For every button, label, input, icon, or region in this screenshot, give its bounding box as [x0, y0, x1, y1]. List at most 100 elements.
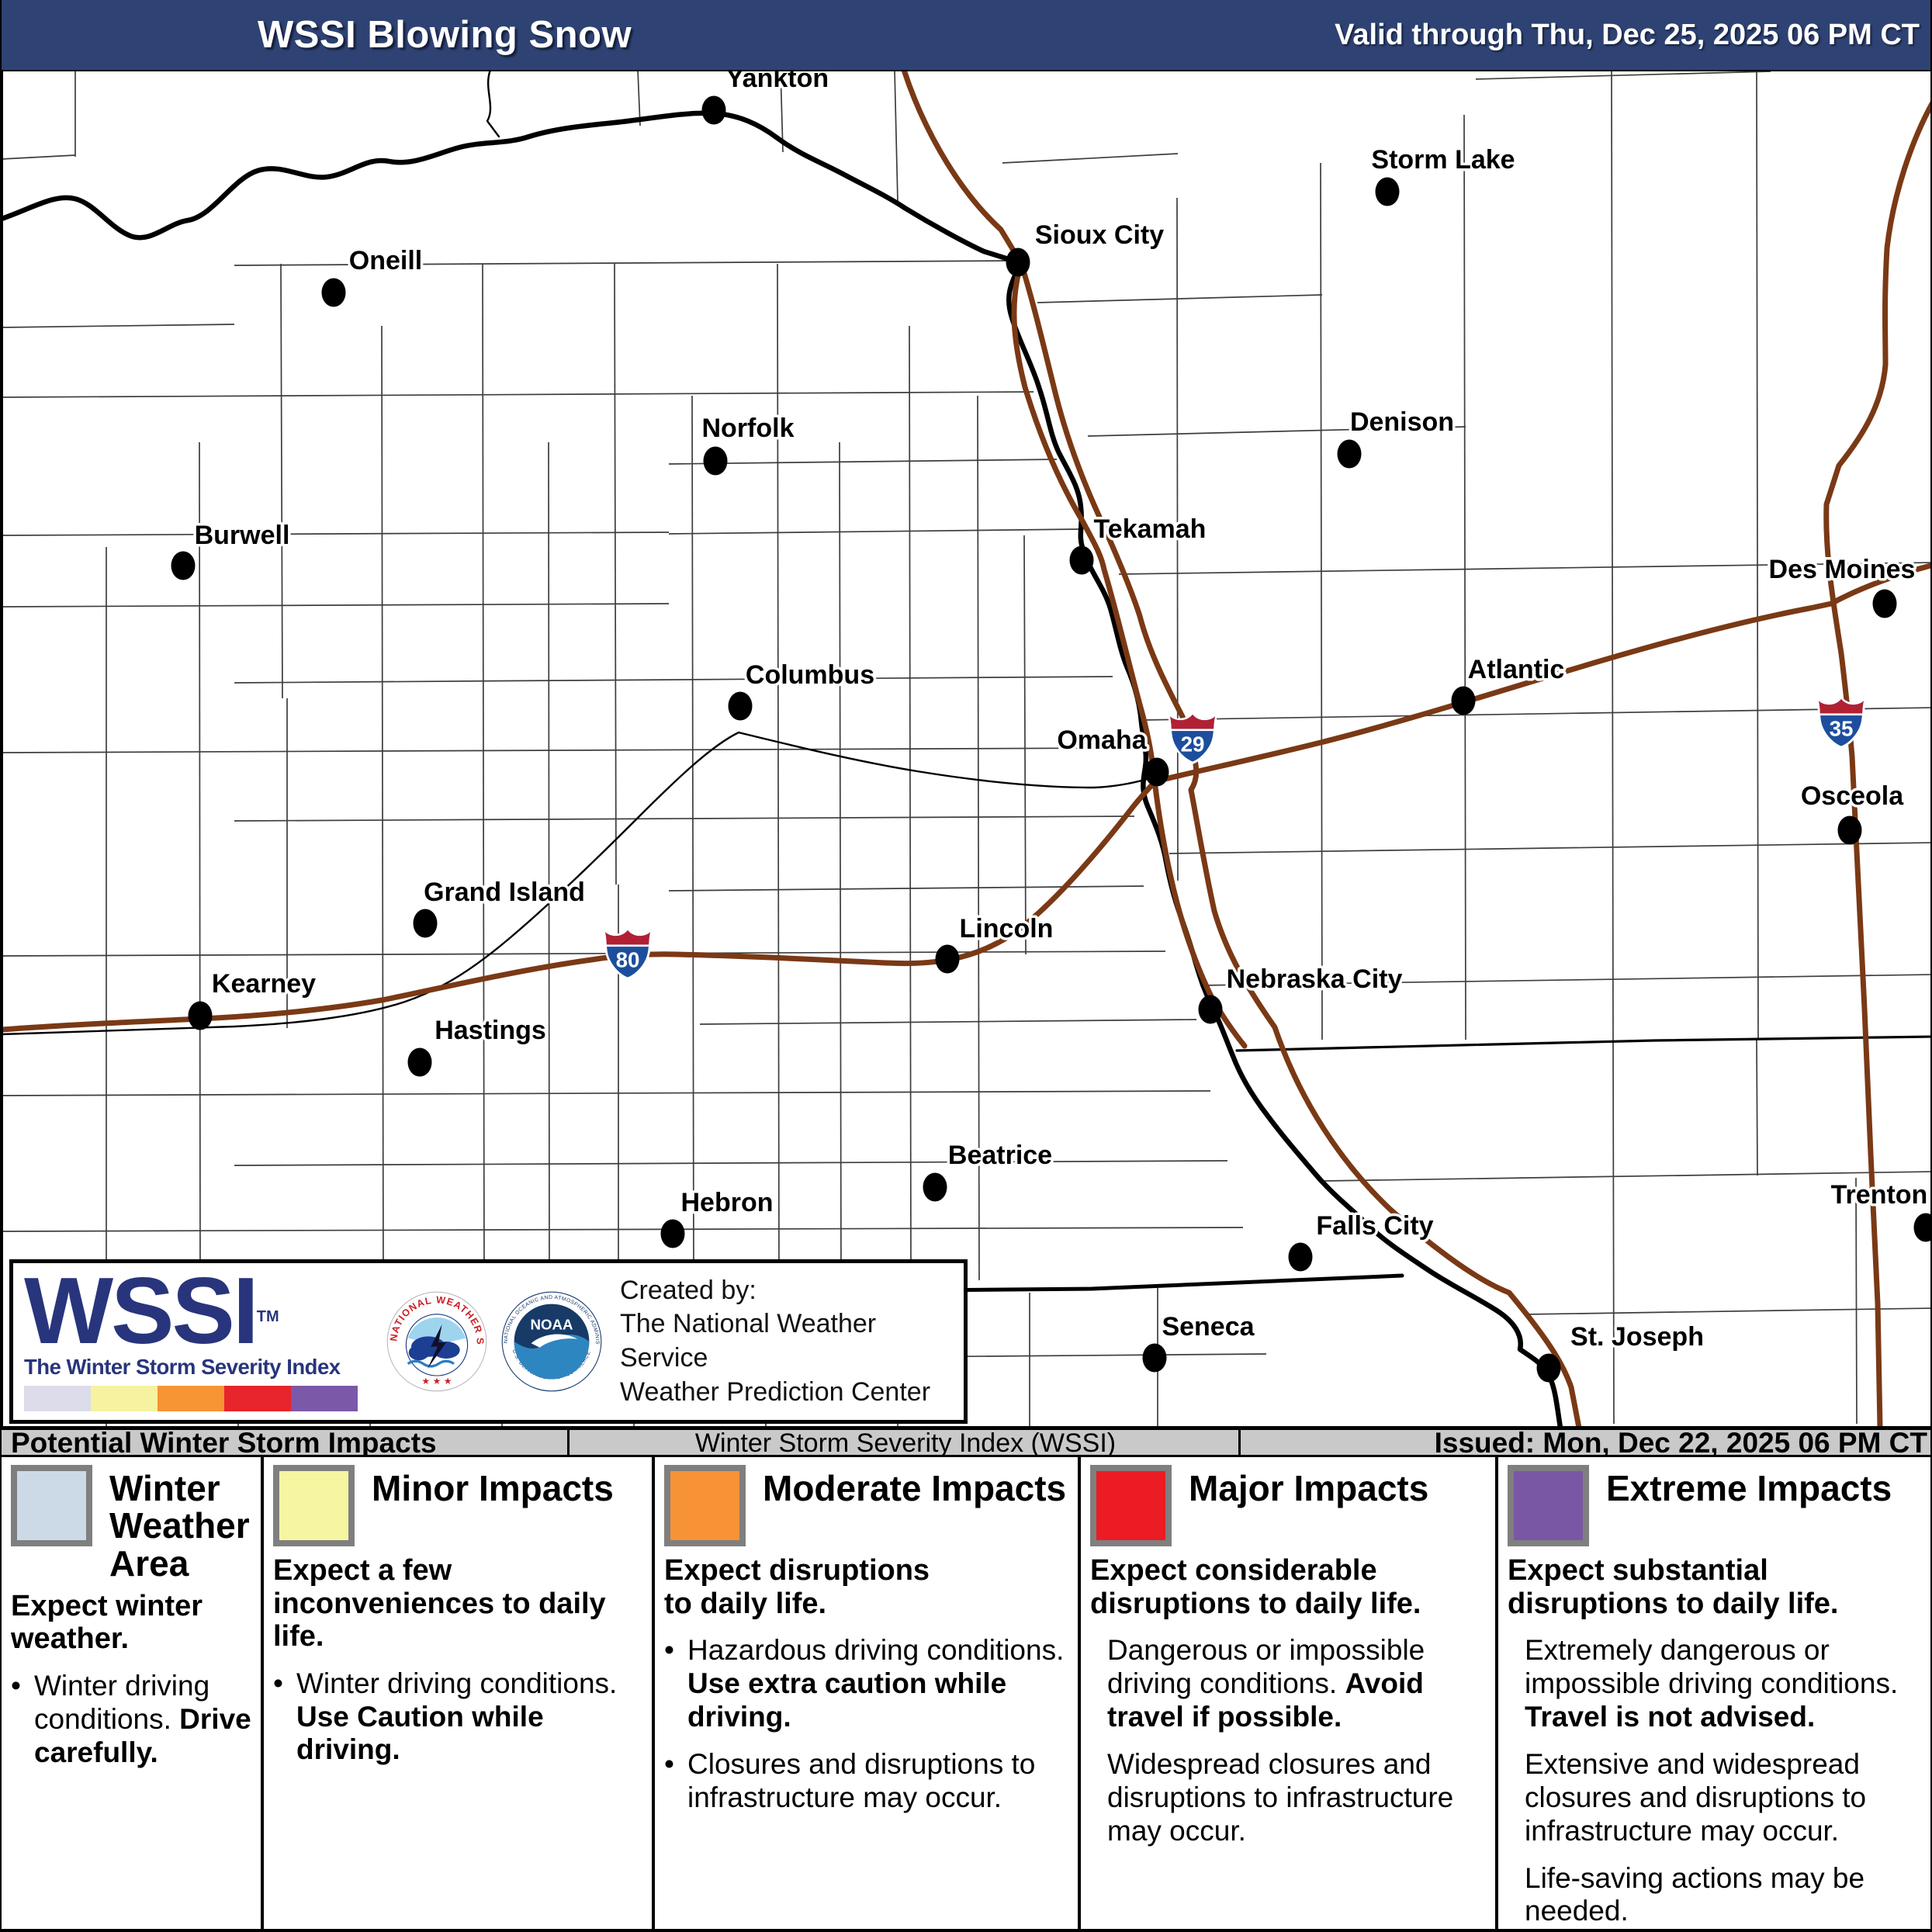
interstate-80-road [2, 563, 1930, 1033]
city-marker: Lincoln [935, 912, 1056, 974]
city-dot [1451, 686, 1476, 715]
city-label: Burwell [195, 521, 290, 550]
city-label: Kearney [212, 969, 316, 999]
city-dot [935, 944, 960, 974]
city-markers: Yankton Storm Lake Sioux City Oneill Norfolk… [171, 70, 1930, 1383]
legend-swatch [1090, 1465, 1172, 1546]
noaa-logo-icon: NATIONAL OCEANIC AND ATMOSPHERIC ADMINIS… [500, 1290, 602, 1392]
city-dot [1375, 177, 1400, 206]
city-marker: Nebraska City [1198, 962, 1405, 1024]
legend-item: • Winter driving conditions. Use Caution … [273, 1667, 644, 1768]
city-marker: Kearney [188, 967, 319, 1030]
bar-divider-2 [1238, 1430, 1241, 1455]
severity-color-segment [24, 1385, 91, 1411]
city-dot [703, 446, 728, 476]
city-marker: Denison [1337, 405, 1457, 469]
legend-item-text: Extremely dangerous or impossible drivin… [1525, 1634, 1899, 1733]
city-label: Columbus [746, 660, 874, 690]
legend-item: Extremely dangerous or impossible drivin… [1508, 1634, 1926, 1734]
city-marker: Falls City [1288, 1209, 1436, 1272]
legend-item-text: Hazardous driving conditions. Use extra … [687, 1634, 1065, 1733]
svg-text:★ ★ ★: ★ ★ ★ [421, 1376, 452, 1387]
city-label: St. Joseph [1570, 1322, 1704, 1352]
city-label: Nebraska City [1227, 964, 1403, 994]
bullet-icon: • [664, 1634, 674, 1667]
city-marker: Beatrice [923, 1138, 1055, 1202]
legend-swatch [273, 1465, 355, 1546]
legend-item: Life-saving actions may be needed. [1508, 1862, 1926, 1929]
city-label: Atlantic [1468, 655, 1565, 684]
bullet-icon: • [664, 1747, 674, 1780]
city-marker: Grand Island [413, 875, 587, 938]
bullet-icon: • [273, 1667, 283, 1699]
city-label: Oneill [349, 246, 422, 275]
credit-org-line2: Weather Prediction Center [620, 1376, 931, 1407]
city-dot [1142, 1343, 1167, 1373]
city-dot [660, 1219, 685, 1248]
legend-item: Widespread closures and disruptions to i… [1090, 1748, 1487, 1848]
map-frame [2, 70, 1930, 1428]
city-marker: Columbus [728, 658, 878, 721]
city-label: Tekamah [1094, 514, 1207, 544]
legend-item: Extensive and widespread closures and di… [1508, 1748, 1926, 1848]
highways [2, 70, 1930, 1428]
city-label: Storm Lake [1371, 145, 1515, 175]
city-label: Des Moines [1769, 555, 1916, 584]
city-dot [1337, 439, 1362, 469]
wssi-logo-word: WSSITM [24, 1258, 279, 1364]
legend-item: • Winter driving conditions. Drive carefu… [11, 1670, 253, 1770]
city-label: Seneca [1162, 1312, 1255, 1342]
james-river [486, 70, 500, 138]
city-label: Falls City [1316, 1211, 1433, 1241]
city-dot [1006, 248, 1030, 277]
legend-item-text: Life-saving actions may be needed. [1525, 1861, 1865, 1927]
valid-through-text: Valid through Thu, Dec 25, 2025 06 PM CT [1335, 18, 1920, 51]
page-title: WSSI Blowing Snow [258, 14, 632, 56]
wssi-logo: WSSITM The Winter Storm Severity Index [24, 1258, 373, 1411]
credit-created-by: Created by: [620, 1275, 757, 1305]
city-marker: Des Moines [1766, 552, 1918, 618]
legend-intro: Expect a few inconveniences to daily lif… [273, 1554, 606, 1653]
trademark-symbol: TM [256, 1308, 279, 1326]
indent [1090, 1748, 1107, 1848]
severity-color-segment [91, 1385, 158, 1411]
indent [1508, 1862, 1525, 1929]
legend-item: • Hazardous driving conditions. Use extra… [664, 1634, 1070, 1734]
city-dot [1069, 545, 1094, 575]
city-marker: Norfolk [699, 411, 797, 476]
city-label: Norfolk [702, 414, 795, 443]
city-marker: Osceola [1798, 779, 1907, 845]
city-marker: Omaha [1054, 723, 1169, 787]
city-label: Trenton [1831, 1180, 1928, 1210]
wssi-severity-colorbar [24, 1385, 373, 1411]
wssi-logo-subtitle: The Winter Storm Severity Index [24, 1354, 341, 1379]
indent [1508, 1748, 1525, 1848]
interstate-80-shield: 80 [602, 927, 653, 980]
city-marker: Sioux City [1006, 218, 1167, 277]
legend-intro: Expect substantial disruptions to daily … [1508, 1554, 1839, 1620]
issued-text: Issued: Mon, Dec 22, 2025 06 PM CT [1434, 1427, 1927, 1459]
legend-swatch [1508, 1465, 1589, 1546]
impacts-legend: Winter Weather Area Expect winter weather… [2, 1457, 1930, 1932]
impacts-title: Potential Winter Storm Impacts [11, 1427, 437, 1459]
city-label: Hebron [681, 1188, 774, 1217]
city-marker: Atlantic [1451, 653, 1567, 715]
city-marker: Storm Lake [1369, 143, 1518, 206]
noaa-bird-icon [531, 1334, 577, 1348]
map-svg: 29 80 35 Yankton Storm Lake Sioux City Oneill… [2, 70, 1930, 1428]
city-marker: Burwell [171, 518, 293, 580]
city-dot [1872, 589, 1897, 618]
legend-title: Moderate Impacts [763, 1468, 1067, 1508]
legend-intro: Expect disruptions to daily life. [664, 1554, 930, 1620]
city-dot [1913, 1213, 1930, 1242]
city-dot [728, 691, 753, 721]
city-label: Sioux City [1035, 220, 1164, 250]
legend-item-text: Extensive and widespread closures and di… [1525, 1747, 1867, 1847]
interstate-35-road [1823, 101, 1930, 1428]
iowa-missouri-border [1235, 1035, 1930, 1052]
legend-title: Minor Impacts [372, 1468, 614, 1508]
legend-swatch [664, 1465, 746, 1546]
city-label: Omaha [1057, 725, 1147, 755]
city-dot [171, 551, 196, 580]
